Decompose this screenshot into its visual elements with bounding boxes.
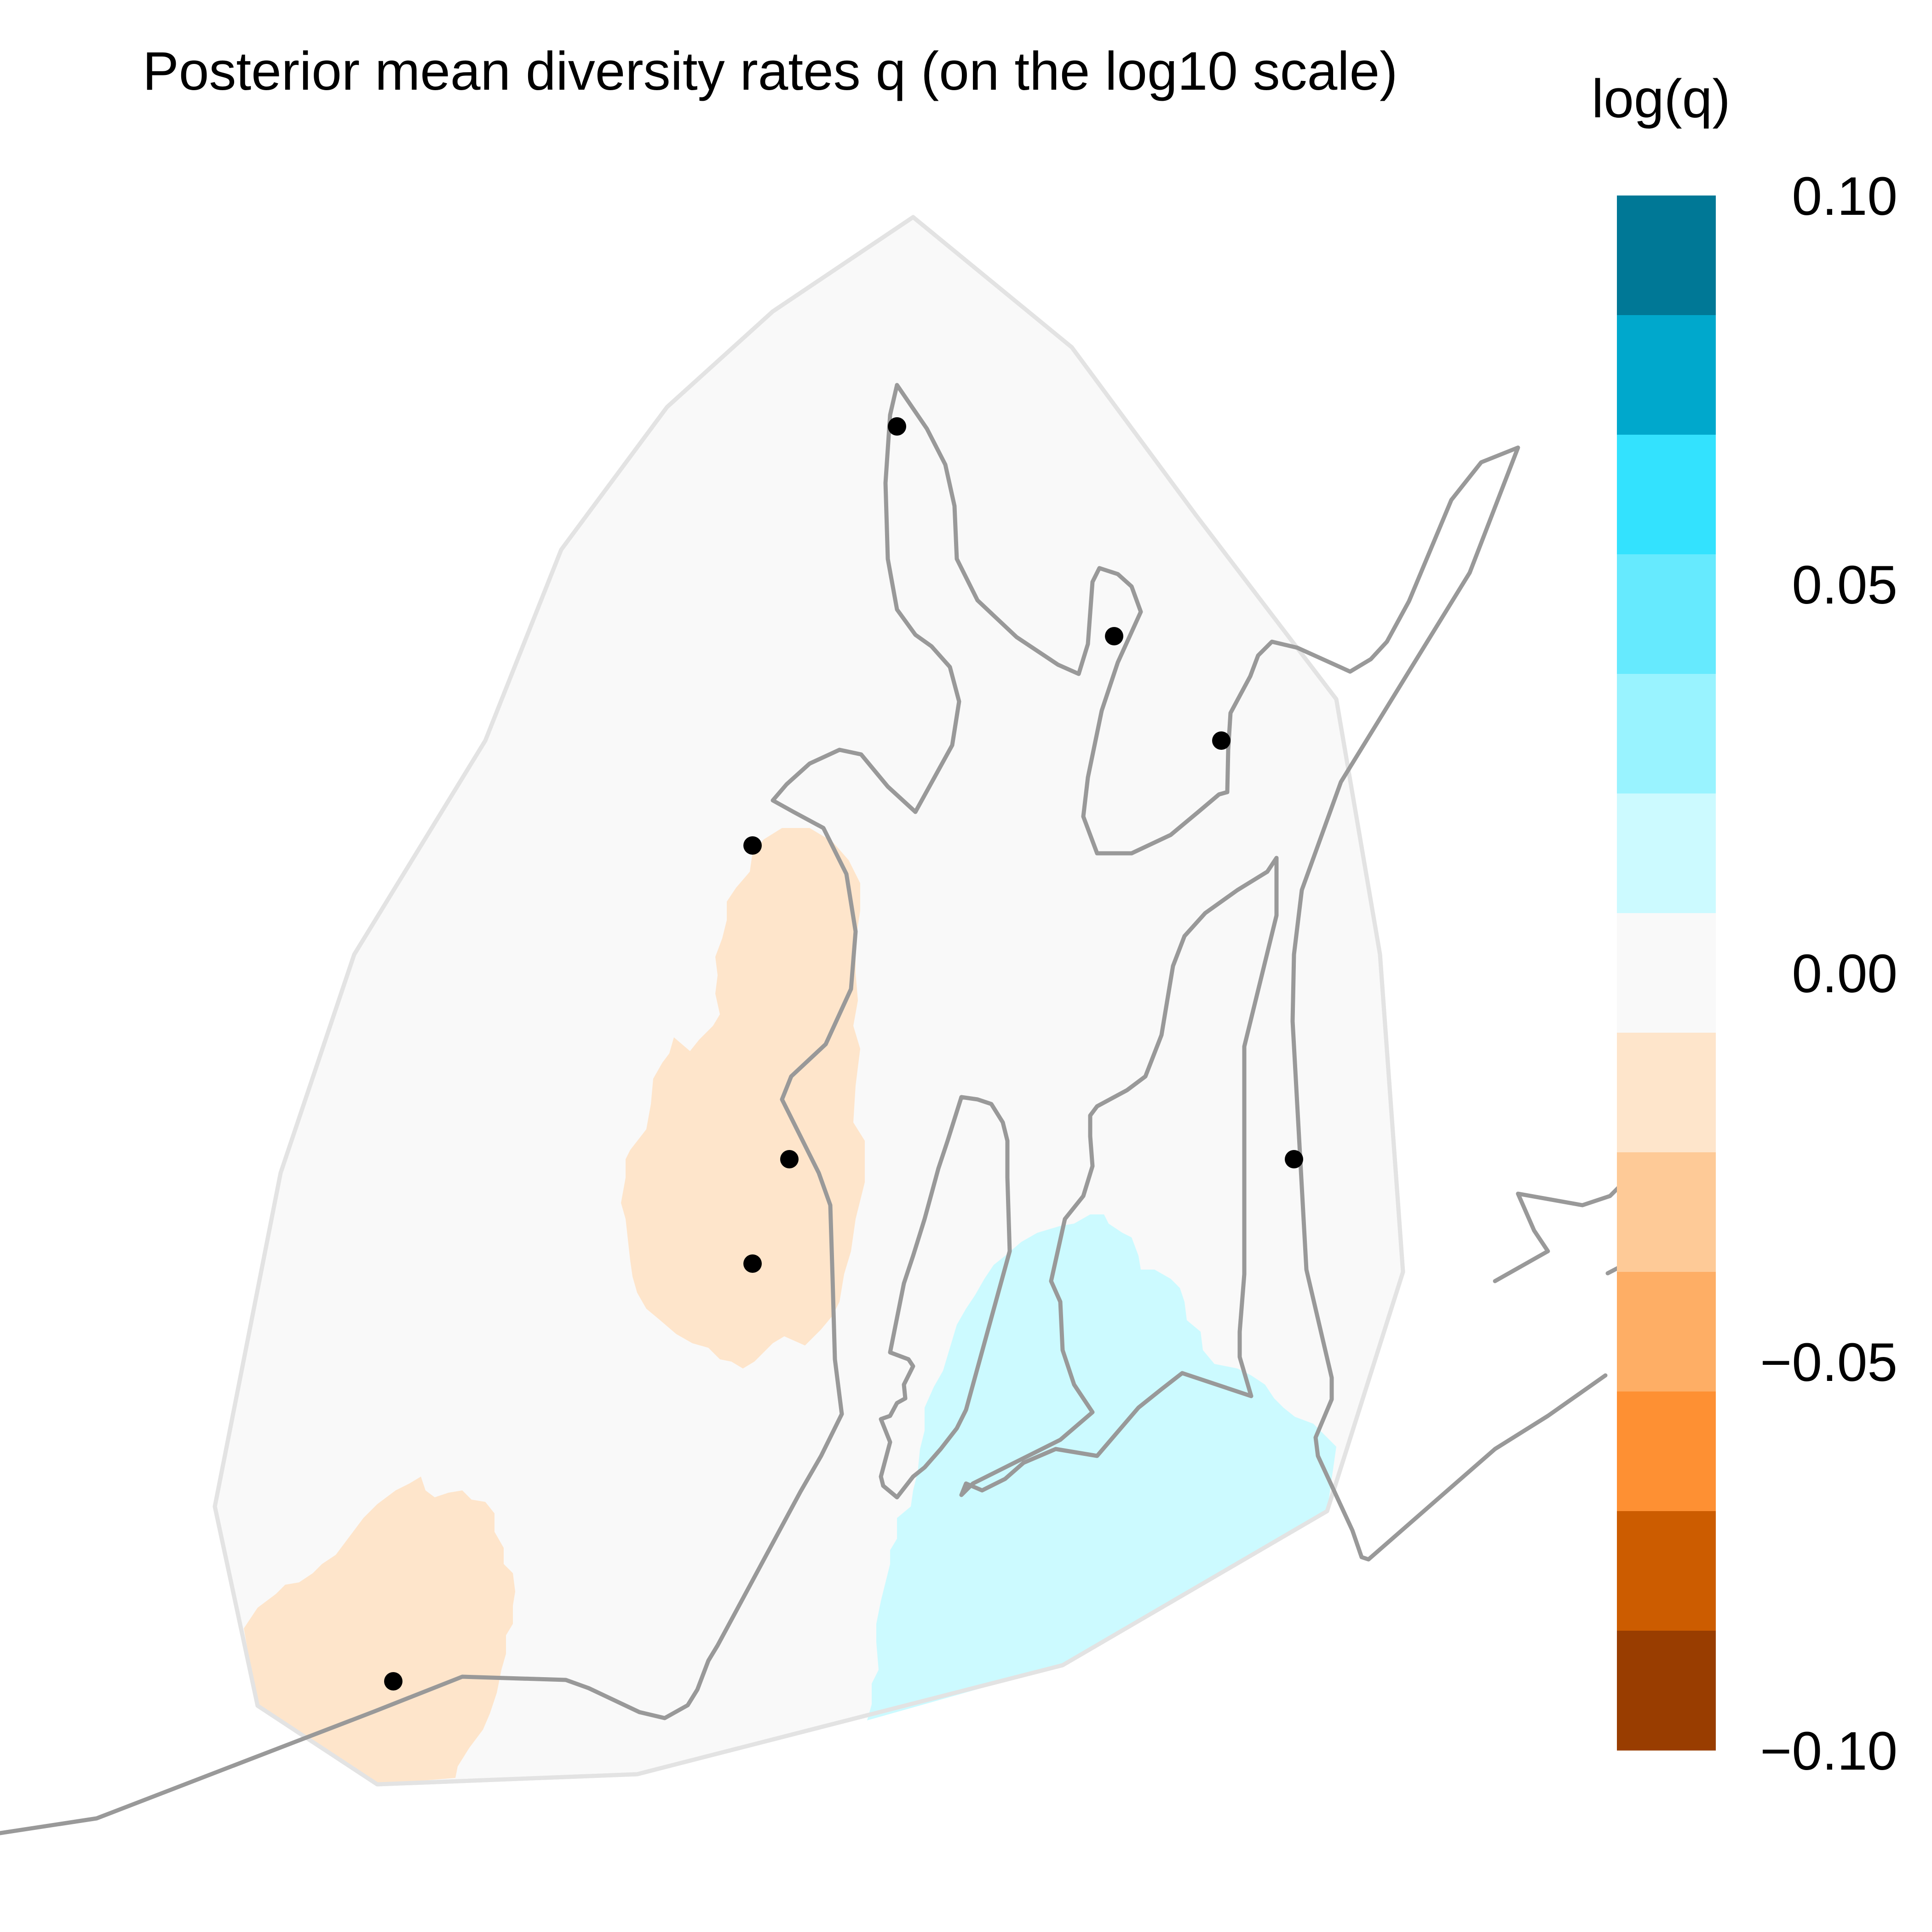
sample-points bbox=[384, 417, 1303, 1690]
sample-point bbox=[384, 1672, 402, 1690]
legend-bin bbox=[1617, 196, 1716, 316]
legend-bin bbox=[1617, 554, 1716, 674]
legend-bin bbox=[1617, 315, 1716, 435]
legend-bin bbox=[1617, 913, 1716, 1033]
legend-tick-labels: 0.10 0.05 0.00 −0.05 −0.10 bbox=[1760, 166, 1898, 1782]
sample-point bbox=[1285, 1150, 1303, 1168]
coastline-main bbox=[883, 383, 1608, 1562]
coastline-peninsula-1 bbox=[0, 748, 918, 1835]
legend-title: log(q) bbox=[1592, 69, 1731, 129]
legend-bin bbox=[1617, 435, 1716, 555]
coastline-peninsula-3 bbox=[959, 856, 1279, 1497]
sample-point bbox=[888, 417, 906, 436]
coastline-peninsula-2 bbox=[879, 1095, 1012, 1500]
legend-bin bbox=[1617, 794, 1716, 914]
legend-tick-label: 0.05 bbox=[1792, 555, 1898, 615]
legend-bin bbox=[1617, 1511, 1716, 1631]
legend-tick-label: −0.10 bbox=[1760, 1721, 1898, 1782]
low-rate-region-southwest bbox=[244, 1477, 515, 1784]
low-rate-region-center bbox=[621, 828, 865, 1368]
legend-bin bbox=[1617, 1152, 1716, 1272]
sample-point bbox=[743, 836, 762, 855]
habitat-outline bbox=[213, 215, 1405, 1787]
sample-point bbox=[780, 1150, 799, 1168]
map-title: Posterior mean diversity rates q (on the… bbox=[143, 41, 1397, 102]
sample-point bbox=[743, 1254, 762, 1273]
legend-tick-label: 0.10 bbox=[1792, 166, 1898, 227]
legend-bin bbox=[1617, 674, 1716, 794]
legend-bin bbox=[1617, 1631, 1716, 1751]
legend-bin bbox=[1617, 1272, 1716, 1392]
legend-tick-label: −0.05 bbox=[1760, 1332, 1898, 1393]
legend-bin bbox=[1617, 1033, 1716, 1153]
sample-point bbox=[1212, 731, 1230, 750]
legend-bin bbox=[1617, 1392, 1716, 1512]
coastline-east bbox=[1493, 1184, 1622, 1283]
legend-tick-label: 0.00 bbox=[1792, 943, 1898, 1004]
legend-color-bins bbox=[1617, 196, 1716, 1751]
sample-point bbox=[1105, 627, 1123, 645]
color-legend: log(q) 0.10 0.05 0.00 −0.05 −0.10 bbox=[1592, 69, 1898, 1782]
